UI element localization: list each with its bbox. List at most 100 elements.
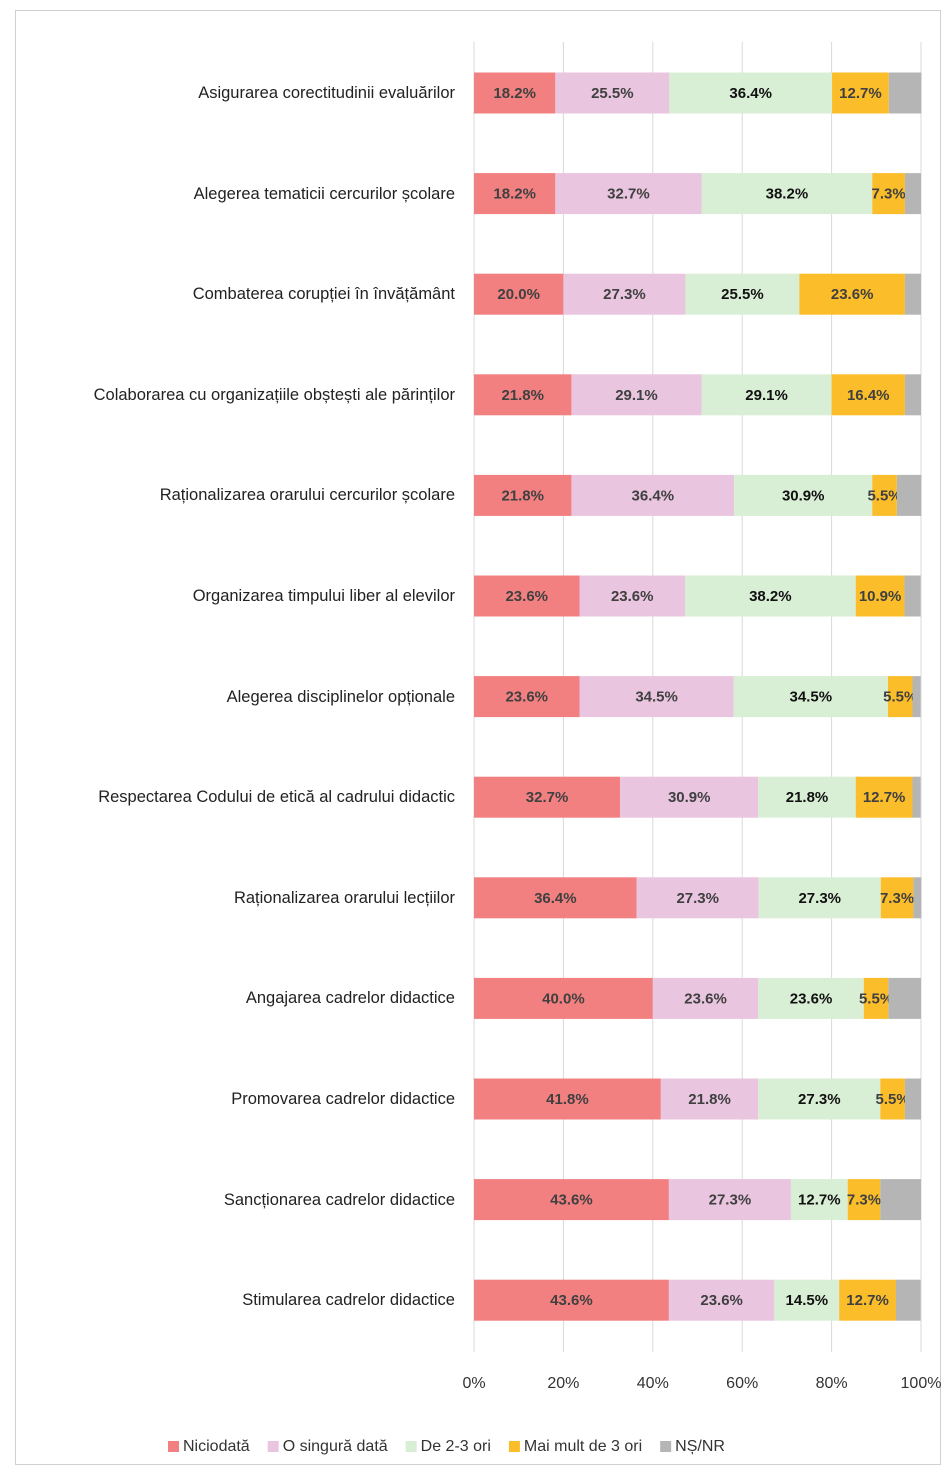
value-label: 7.3% — [880, 890, 914, 907]
bar-segment — [474, 977, 653, 1019]
bar-segment — [474, 173, 556, 215]
bar-segment — [474, 676, 580, 718]
value-label: 7.3% — [871, 186, 905, 203]
bar-segment — [832, 72, 889, 114]
value-label: 23.6% — [831, 286, 874, 303]
category-text: Alegerea disciplinelor opționale — [226, 687, 455, 706]
value-label: 12.7% — [846, 1292, 889, 1309]
bar-segment — [880, 877, 914, 919]
bar-segment — [669, 72, 833, 114]
value-label: 25.5% — [591, 85, 634, 102]
bar-segment — [912, 776, 921, 818]
value-label: 16.4% — [847, 387, 890, 404]
value-label: 23.6% — [611, 588, 654, 605]
category-text: Colaborarea cu organizațiile obștești al… — [93, 385, 455, 404]
value-label: 27.3% — [676, 890, 719, 907]
bar-segment — [474, 1279, 669, 1321]
category-label: Sancționarea cadrelor didactice — [5, 1189, 455, 1211]
value-label: 43.6% — [550, 1192, 593, 1209]
legend-swatch — [168, 1441, 179, 1452]
bar-segment — [872, 173, 905, 215]
bar-segment — [774, 1279, 840, 1321]
bar-segment — [733, 676, 888, 718]
bar-segment — [636, 877, 759, 919]
bar-segment — [904, 374, 921, 416]
value-label: 5.5% — [867, 487, 901, 504]
legend-label: De 2-3 ori — [421, 1438, 491, 1455]
bar-segment — [474, 72, 556, 114]
value-label: 5.5% — [859, 990, 893, 1007]
bar-segment — [474, 474, 572, 516]
bar-segment — [758, 877, 881, 919]
bar-segment — [912, 676, 921, 718]
legend-swatch — [660, 1441, 672, 1452]
category-label: Colaborarea cu organizațiile obștești al… — [5, 384, 455, 406]
bar-segment — [799, 273, 905, 315]
bar-segment — [579, 575, 685, 617]
value-label: 21.8% — [501, 387, 544, 404]
value-label: 10.9% — [859, 588, 902, 605]
category-text: Sancționarea cadrelor didactice — [223, 1190, 455, 1209]
bar-segment — [895, 1279, 921, 1321]
value-label: 27.3% — [709, 1192, 752, 1209]
bar-segment — [474, 374, 572, 416]
value-label: 5.5% — [876, 1091, 910, 1108]
bar-segment — [904, 1078, 921, 1120]
value-label: 21.8% — [688, 1091, 731, 1108]
value-label: 21.8% — [786, 789, 829, 806]
bar-segment — [474, 776, 621, 818]
bar-segment — [863, 977, 889, 1019]
legend-swatch — [405, 1441, 417, 1452]
value-label: 23.6% — [505, 689, 548, 706]
bar-segment — [888, 977, 921, 1019]
value-label: 34.5% — [790, 689, 833, 706]
legend-label: Mai mult de 3 ori — [524, 1438, 642, 1455]
bar-segment — [790, 1179, 848, 1221]
bar-segment — [571, 474, 735, 516]
legend-label: NȘ/NR — [675, 1438, 725, 1455]
bar-segment — [888, 72, 922, 114]
category-label: Alegerea disciplinelor opționale — [5, 686, 455, 708]
bar-segment — [839, 1279, 896, 1321]
legend-swatch — [267, 1441, 279, 1452]
bar-segment — [701, 374, 832, 416]
bar-segment — [831, 374, 905, 416]
bar-segment — [758, 776, 856, 818]
category-text: Raționalizarea orarului cercurilor școla… — [159, 486, 455, 505]
category-text: Alegerea tematicii cercurilor școlare — [193, 184, 455, 203]
bar-segment — [571, 374, 702, 416]
bar-segment — [904, 173, 921, 215]
bar-segment — [896, 474, 922, 516]
category-label: Combaterea corupției în învățământ — [5, 283, 455, 305]
x-tick-label: 60% — [726, 1375, 758, 1392]
chart-border — [15, 10, 941, 1465]
value-label: 23.6% — [700, 1292, 743, 1309]
category-text: Promovarea cadrelor didactice — [231, 1090, 455, 1108]
x-tick-label: 80% — [816, 1375, 848, 1392]
value-label: 23.6% — [684, 990, 727, 1007]
bar-segment — [880, 1179, 921, 1221]
bar-segment — [555, 173, 702, 215]
value-label: 36.4% — [729, 85, 772, 102]
value-label: 12.7% — [863, 789, 906, 806]
legend-label: O singură dată — [283, 1438, 388, 1455]
value-label: 38.2% — [766, 186, 809, 203]
value-label: 27.3% — [603, 286, 646, 303]
bar-segment — [872, 474, 897, 516]
bar-segment — [701, 173, 873, 215]
bar-segment — [474, 877, 637, 919]
bar-segment — [620, 776, 759, 818]
category-label: Angajarea cadrelor didactice — [5, 987, 455, 1009]
legend-swatch — [508, 1441, 520, 1452]
value-label: 7.3% — [847, 1192, 881, 1209]
category-label: Respectarea Codului de etică al cadrului… — [5, 786, 455, 808]
value-label: 14.5% — [786, 1292, 829, 1309]
value-label: 36.4% — [534, 890, 577, 907]
category-text: Angajarea cadrelor didactice — [245, 989, 455, 1008]
x-tick-label: 40% — [637, 1375, 669, 1392]
value-label: 27.3% — [798, 1091, 841, 1108]
x-tick-label: 100% — [901, 1375, 942, 1392]
bar-segment — [904, 575, 921, 617]
value-label: 32.7% — [607, 186, 650, 203]
